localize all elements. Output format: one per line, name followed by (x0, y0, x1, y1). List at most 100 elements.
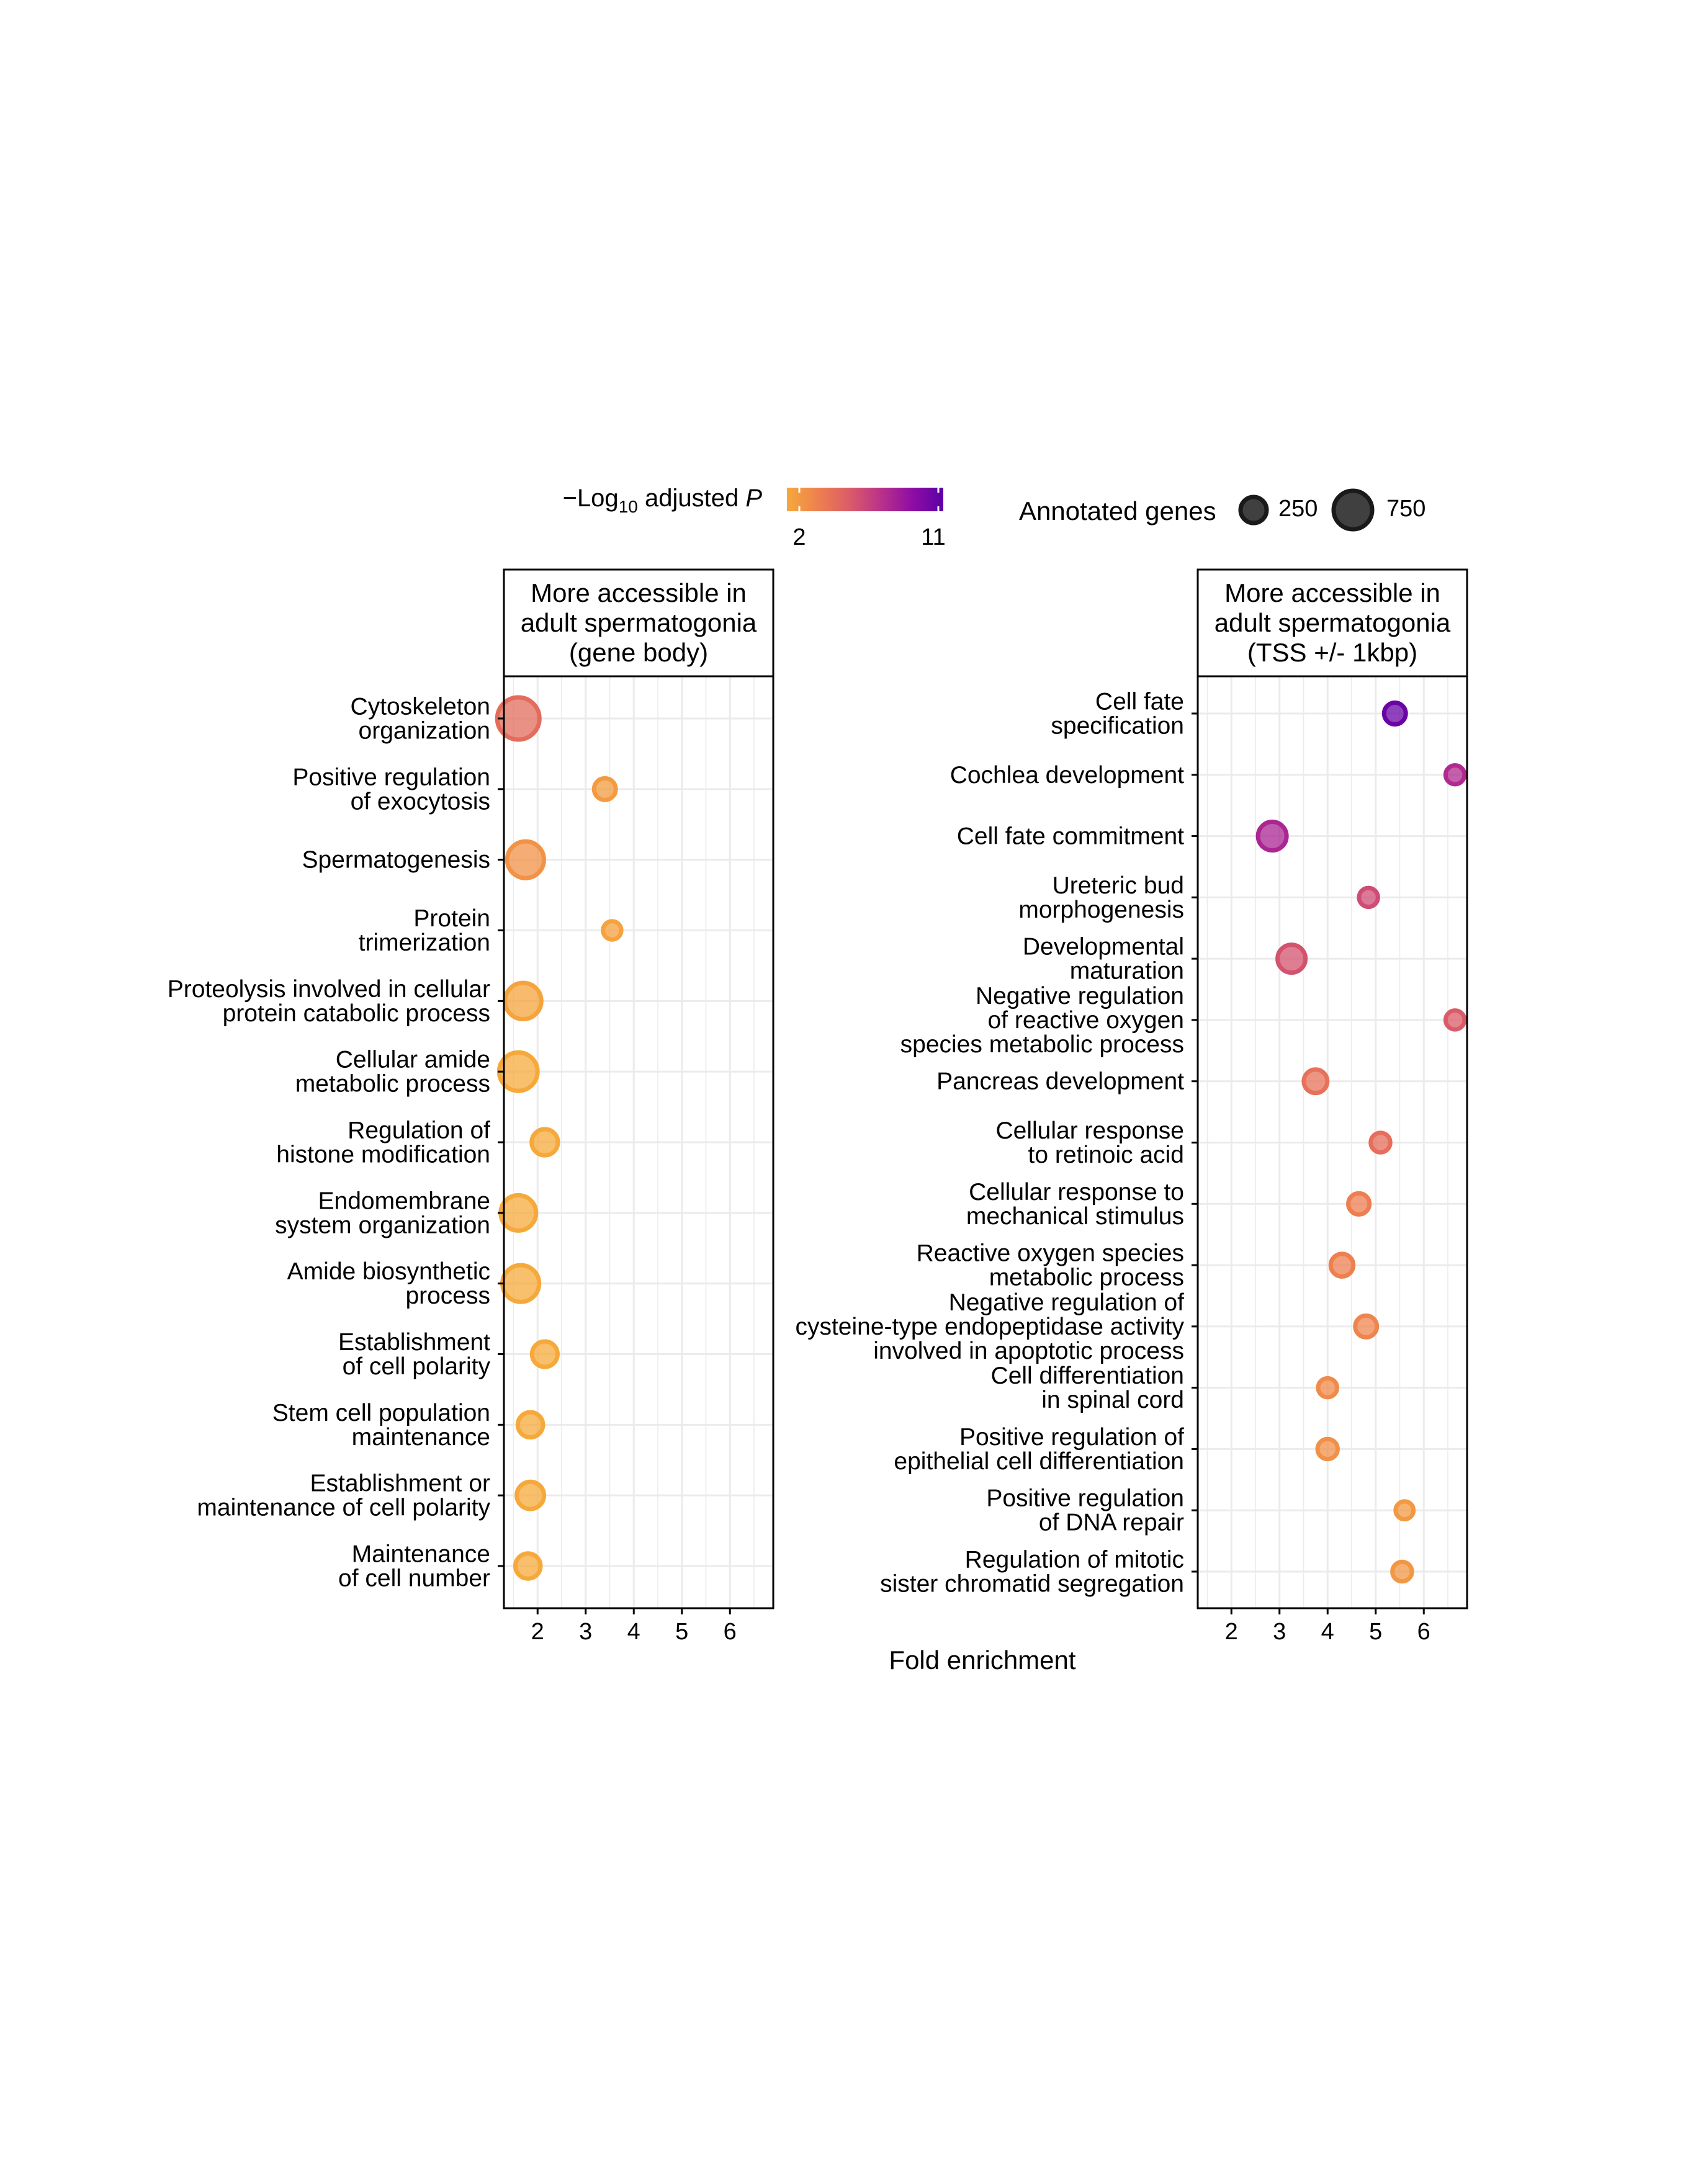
y-tick-label: Establishment or (310, 1470, 490, 1497)
y-tick-label: metabolic process (295, 1071, 490, 1098)
y-tick-label: Developmental (1023, 934, 1184, 960)
data-point (1275, 942, 1308, 975)
data-point (529, 1127, 560, 1158)
y-tick-label: of exocytosis (351, 788, 490, 815)
y-tick-label: species metabolic process (900, 1031, 1184, 1058)
y-tick-label: maintenance of cell polarity (197, 1495, 490, 1521)
y-tick-label: Cell differentiation (991, 1363, 1184, 1389)
y-tick-label: morphogenesis (1018, 897, 1184, 923)
y-tick-label: Amide biosynthetic (287, 1258, 490, 1285)
y-tick-label: of cell polarity (343, 1353, 491, 1380)
data-point (514, 1479, 547, 1511)
data-point (1368, 1130, 1393, 1155)
data-point (1390, 1559, 1414, 1584)
data-point (1353, 1313, 1380, 1340)
panel-title-line: adult spermatogonia (1214, 608, 1451, 637)
y-tick-label: of DNA repair (1039, 1510, 1184, 1536)
y-tick-label: involved in apoptotic process (873, 1338, 1184, 1364)
data-point (1393, 1499, 1416, 1522)
data-point (1357, 885, 1380, 910)
y-tick-label: cysteine-type endopeptidase activity (795, 1314, 1184, 1340)
x-tick-label: 4 (627, 1619, 640, 1645)
data-point (1381, 700, 1408, 727)
y-tick-label: organization (359, 718, 490, 745)
y-tick-label: Ureteric bud (1053, 872, 1184, 899)
y-tick-label: Negative regulation (976, 983, 1184, 1009)
data-point (500, 1263, 542, 1304)
data-point (529, 1339, 560, 1369)
panel-header (503, 568, 774, 678)
size-legend-label-large: 750 (1386, 496, 1425, 522)
y-tick-label: Cytoskeleton (351, 694, 490, 720)
y-tick-label: to retinoic acid (1028, 1142, 1184, 1168)
data-point (1443, 1008, 1467, 1032)
y-tick-label: Reactive oxygen species (917, 1240, 1184, 1267)
y-tick-label: Protein (413, 905, 490, 932)
x-tick-label: 4 (1321, 1619, 1334, 1645)
y-tick-label: Positive regulation (986, 1485, 1184, 1512)
y-tick-label: Spermatogenesis (302, 847, 490, 874)
y-tick-label: Cellular response to (969, 1179, 1184, 1206)
color-legend: −Log10 adjusted P 2 11 (563, 485, 946, 550)
y-tick-label: Maintenance (352, 1541, 490, 1568)
y-tick-label: process (405, 1282, 490, 1309)
data-point (1346, 1191, 1372, 1217)
data-point (503, 980, 544, 1022)
y-tick-label: maturation (1070, 958, 1184, 985)
y-tick-label: Regulation of (348, 1117, 490, 1144)
y-tick-label: Cellular response (996, 1117, 1185, 1144)
panel-title-line: More accessible in (531, 578, 747, 607)
y-tick-label: Cell fate commitment (957, 823, 1184, 850)
color-legend-bar (787, 488, 943, 511)
y-tick-label: Proteolysis involved in cellular (168, 976, 490, 1003)
data-point (513, 1551, 543, 1581)
data-point (1301, 1067, 1330, 1096)
y-tick-label: Stem cell population (272, 1400, 490, 1426)
y-tick-label: specification (1051, 713, 1184, 740)
data-point (591, 776, 618, 802)
size-legend-circle-small (1238, 495, 1269, 526)
y-tick-label: epithelial cell differentiation (894, 1448, 1184, 1475)
data-point (1255, 820, 1289, 853)
x-tick-label: 5 (675, 1619, 688, 1645)
x-tick-label: 2 (531, 1619, 544, 1645)
y-tick-label: trimerization (359, 929, 490, 956)
color-legend-title: −Log10 adjusted P (563, 485, 763, 516)
data-point (1315, 1436, 1340, 1462)
y-tick-label: Pancreas development (936, 1068, 1184, 1095)
x-tick-label: 3 (1273, 1619, 1286, 1645)
color-legend-min-label: 2 (792, 524, 806, 550)
data-point (495, 695, 542, 742)
size-legend-title: Annotated genes (1019, 496, 1216, 526)
data-point (1316, 1376, 1340, 1400)
x-tick-label: 5 (1369, 1619, 1382, 1645)
x-tick-label: 6 (724, 1619, 737, 1645)
y-tick-label: Regulation of mitotic (965, 1547, 1184, 1573)
data-point (1328, 1251, 1356, 1279)
y-tick-label: Positive regulation of (959, 1424, 1184, 1451)
y-tick-label: Cell fate (1095, 689, 1184, 715)
y-tick-label: Cochlea development (950, 762, 1184, 789)
y-tick-label: mechanical stimulus (966, 1203, 1184, 1230)
y-tick-label: in spinal cord (1041, 1387, 1184, 1413)
data-point (496, 1050, 540, 1093)
data-point (601, 919, 624, 942)
data-point (498, 1193, 539, 1233)
y-tick-label: Positive regulation (292, 764, 490, 790)
panel-header (1196, 568, 1468, 678)
x-tick-label: 6 (1417, 1619, 1430, 1645)
y-tick-label: Establishment (338, 1329, 490, 1356)
y-tick-label: protein catabolic process (223, 1000, 490, 1027)
color-legend-max-label: 11 (921, 524, 945, 550)
y-tick-label: system organization (275, 1212, 490, 1238)
panel-title-line: More accessible in (1224, 578, 1440, 607)
data-point (505, 839, 546, 880)
y-tick-label: Negative regulation of (949, 1289, 1185, 1316)
y-tick-label: maintenance (352, 1424, 490, 1451)
data-point (515, 1410, 545, 1440)
size-legend-label-small: 250 (1278, 496, 1318, 522)
y-tick-label: metabolic process (989, 1264, 1184, 1291)
x-tick-label: 3 (579, 1619, 592, 1645)
